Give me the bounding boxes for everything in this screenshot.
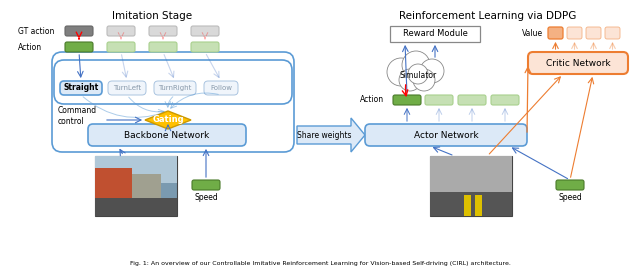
Bar [465,195,471,216]
Text: Action: Action [360,95,384,104]
Text: TurnLeft: TurnLeft [113,85,141,91]
Text: Value: Value [522,28,543,38]
FancyBboxPatch shape [458,95,486,105]
FancyBboxPatch shape [556,180,584,190]
Bar [95,156,177,183]
FancyBboxPatch shape [191,42,219,52]
FancyBboxPatch shape [65,26,93,36]
FancyBboxPatch shape [365,124,527,146]
Text: Action: Action [18,42,42,52]
FancyBboxPatch shape [204,81,238,95]
FancyBboxPatch shape [88,124,246,146]
Text: Gating: Gating [152,116,184,124]
Text: Speed: Speed [194,193,218,202]
FancyBboxPatch shape [149,42,177,52]
Text: TurnRight: TurnRight [158,85,192,91]
Text: Reinforcement Learning via DDPG: Reinforcement Learning via DDPG [399,11,577,21]
Circle shape [413,69,435,91]
FancyBboxPatch shape [65,42,93,52]
Text: Straight: Straight [63,84,99,93]
Text: Fig. 1: An overview of our Controllable Imitative Reinforcement Learning for Vis: Fig. 1: An overview of our Controllable … [129,261,511,266]
FancyBboxPatch shape [54,60,292,104]
FancyBboxPatch shape [107,42,135,52]
FancyBboxPatch shape [191,26,219,36]
Bar [95,168,132,201]
Text: Simulator: Simulator [399,70,436,79]
Bar [430,192,512,216]
FancyBboxPatch shape [567,27,582,39]
Bar [95,156,177,216]
FancyBboxPatch shape [108,81,146,95]
Bar [430,156,512,192]
Text: Imitation Stage: Imitation Stage [112,11,192,21]
FancyBboxPatch shape [605,27,620,39]
Circle shape [402,51,430,79]
Text: Critic Network: Critic Network [546,59,611,67]
Bar [390,26,480,42]
Text: Share weights: Share weights [297,130,351,139]
Text: Follow: Follow [210,85,232,91]
FancyBboxPatch shape [393,95,421,105]
Polygon shape [145,111,191,129]
Circle shape [399,69,421,91]
Text: Reward Module: Reward Module [403,30,467,39]
Text: Command
control: Command control [58,106,97,126]
Circle shape [387,58,415,86]
Text: Actor Network: Actor Network [413,130,478,139]
FancyBboxPatch shape [425,95,453,105]
FancyBboxPatch shape [548,27,563,39]
Bar [430,156,512,216]
Bar [132,174,161,198]
Text: GT action: GT action [18,27,54,36]
Polygon shape [297,118,365,152]
FancyBboxPatch shape [154,81,196,95]
Text: Backbone Network: Backbone Network [124,130,210,139]
Text: Speed: Speed [558,193,582,202]
Bar [95,198,177,216]
FancyBboxPatch shape [528,52,628,74]
FancyBboxPatch shape [491,95,519,105]
FancyBboxPatch shape [586,27,601,39]
Circle shape [420,59,444,83]
Bar [475,195,482,216]
FancyBboxPatch shape [149,26,177,36]
FancyBboxPatch shape [107,26,135,36]
FancyBboxPatch shape [192,180,220,190]
Circle shape [408,64,428,84]
FancyBboxPatch shape [60,81,102,95]
